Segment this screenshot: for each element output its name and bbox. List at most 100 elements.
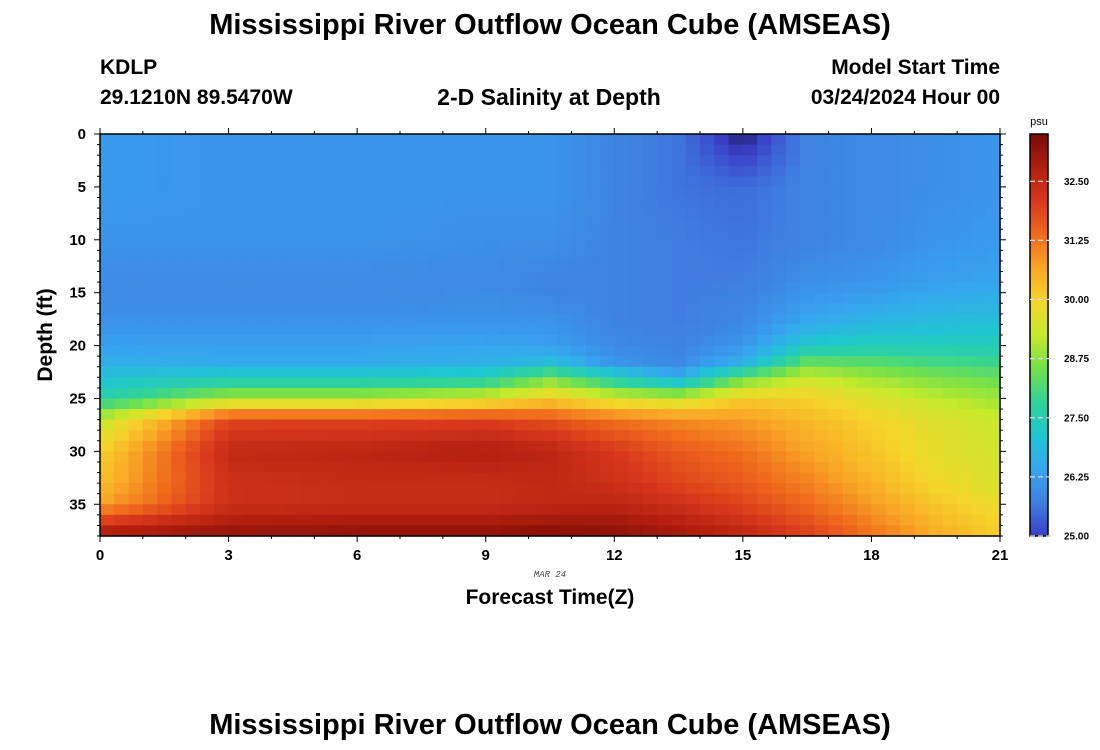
heatmap-cell xyxy=(757,525,773,537)
heatmap-cell xyxy=(842,451,858,463)
heatmap-cell xyxy=(800,260,815,273)
heatmap-cell xyxy=(414,345,430,357)
heatmap-cell xyxy=(785,514,801,527)
heatmap-cell xyxy=(914,366,930,378)
heatmap-cell xyxy=(100,483,115,495)
heatmap-cell xyxy=(271,377,287,389)
heatmap-cell xyxy=(600,303,615,315)
heatmap-cell xyxy=(300,134,315,146)
heatmap-cell xyxy=(885,472,901,484)
heatmap-cell xyxy=(100,451,115,463)
heatmap-cell xyxy=(314,451,330,463)
heatmap-cell xyxy=(614,514,630,527)
heatmap-cell xyxy=(128,282,144,294)
heatmap-cell xyxy=(228,313,244,326)
footer-title: Mississippi River Outflow Ocean Cube (AM… xyxy=(209,709,891,741)
heatmap-cell xyxy=(400,387,415,400)
heatmap-cell xyxy=(514,239,530,251)
heatmap-cell xyxy=(371,514,387,527)
heatmap-cell xyxy=(100,324,115,336)
heatmap-cell xyxy=(642,208,658,220)
heatmap-cell xyxy=(814,451,830,463)
heatmap-cell xyxy=(571,218,587,230)
heatmap-cell xyxy=(542,451,558,463)
heatmap-cell xyxy=(357,356,373,368)
heatmap-cell xyxy=(942,493,958,505)
heatmap-cell xyxy=(385,345,401,357)
heatmap-cell xyxy=(414,409,430,421)
heatmap-cell xyxy=(357,483,373,495)
heatmap-cell xyxy=(485,239,501,251)
heatmap-cell xyxy=(814,155,830,167)
heatmap-cell xyxy=(185,335,201,347)
heatmap-cell xyxy=(585,282,601,294)
heatmap-cell xyxy=(942,313,958,326)
heatmap-cell xyxy=(900,483,915,495)
y-tick-label: 35 xyxy=(69,496,86,513)
heatmap-cell xyxy=(342,430,358,442)
heatmap-cell xyxy=(385,260,401,273)
heatmap-cell xyxy=(671,218,687,230)
heatmap-cell xyxy=(828,387,844,400)
heatmap-cell xyxy=(714,197,730,209)
heatmap-cell xyxy=(342,451,358,463)
heatmap-cell xyxy=(500,144,515,156)
heatmap-cell xyxy=(600,493,615,505)
heatmap-cell xyxy=(842,493,858,505)
heatmap-cell xyxy=(671,239,687,251)
heatmap-cell xyxy=(228,472,244,484)
heatmap-cell xyxy=(128,292,144,304)
heatmap-cell xyxy=(628,155,644,167)
heatmap-cell xyxy=(100,356,115,368)
heatmap-cell xyxy=(285,419,301,431)
heatmap-cell xyxy=(100,134,115,146)
heatmap-cell xyxy=(571,165,587,177)
heatmap-cell xyxy=(928,260,944,273)
heatmap-cell xyxy=(728,398,744,410)
heatmap-cell xyxy=(442,218,458,230)
heatmap-cell xyxy=(885,387,901,400)
heatmap-cell xyxy=(214,218,230,230)
heatmap-cell xyxy=(942,525,958,537)
heatmap-cell xyxy=(400,345,415,357)
heatmap-cell xyxy=(585,345,601,357)
heatmap-cell xyxy=(428,186,444,199)
heatmap-cell xyxy=(514,409,530,421)
heatmap-cell xyxy=(357,324,373,336)
heatmap-cell xyxy=(157,144,173,156)
heatmap-cell xyxy=(428,208,444,220)
heatmap-cell xyxy=(657,229,673,241)
heatmap-cell xyxy=(171,292,187,304)
heatmap-cell xyxy=(371,324,387,336)
heatmap-cell xyxy=(685,335,701,347)
heatmap-cell xyxy=(871,176,887,188)
heatmap-cell xyxy=(742,197,758,209)
heatmap-cell xyxy=(871,525,887,537)
heatmap-cell xyxy=(828,186,844,199)
heatmap-cell xyxy=(885,229,901,241)
heatmap-cell xyxy=(200,282,215,294)
heatmap-cell xyxy=(242,260,258,273)
heatmap-cell xyxy=(300,250,315,262)
heatmap-cell xyxy=(742,525,758,537)
heatmap-cell xyxy=(942,409,958,421)
heatmap-cell xyxy=(614,303,630,315)
heatmap-cell xyxy=(185,218,201,230)
heatmap-cell xyxy=(700,282,715,294)
heatmap-cell xyxy=(400,377,415,389)
heatmap-cell xyxy=(514,250,530,262)
heatmap-cell xyxy=(142,165,158,177)
heatmap-cell xyxy=(314,504,330,516)
heatmap-cell xyxy=(157,292,173,304)
heatmap-cell xyxy=(600,366,615,378)
heatmap-cell xyxy=(157,239,173,251)
heatmap-cell xyxy=(771,186,787,199)
heatmap-cell xyxy=(785,218,801,230)
heatmap-cell xyxy=(971,271,987,283)
heatmap-cell xyxy=(600,377,615,389)
heatmap-cell xyxy=(985,472,1001,484)
heatmap-cell xyxy=(942,398,958,410)
heatmap-cell xyxy=(485,250,501,262)
heatmap-cell xyxy=(414,493,430,505)
heatmap-cell xyxy=(885,356,901,368)
